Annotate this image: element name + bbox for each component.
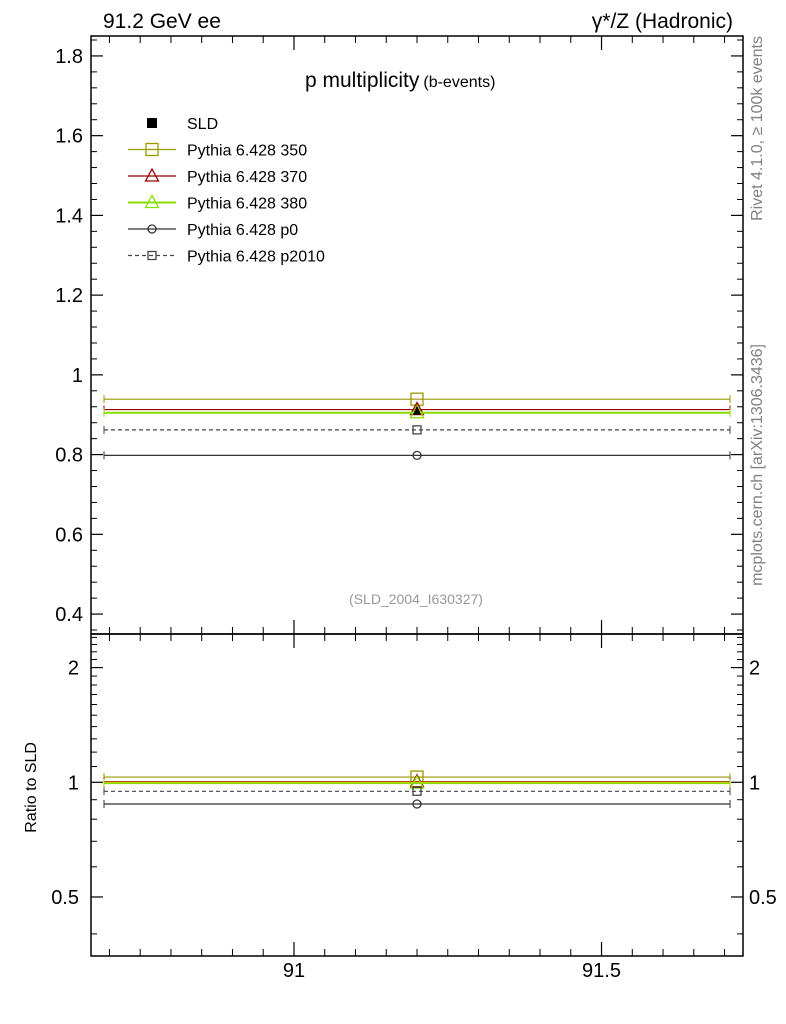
ratio-point-pythia-6-428-p2010 [412,786,422,796]
legend-marker-pythia-6-428-370 [144,167,160,182]
axis-ticks [91,36,743,956]
main-series [103,392,731,461]
legend-marker-pythia-6-428-350 [145,142,159,157]
rivet-label: Rivet 4.1.0, ≥ 100k events [749,36,766,221]
watermark: (SLD_2004_I630327) [349,591,483,607]
y-tick-labels: 0.4 0.6 0.8 1 1.2 1.4 1.6 1.8 [55,46,83,626]
legend-label-pythia-6-428-380: Pythia 6.428 380 [187,196,307,213]
legend-marker-pythia-6-428-p0 [147,224,157,234]
mcplots-label: mcplots.cern.ch [arXiv:1306.3436] [749,344,766,586]
ratio-tick-label-right: 2 [749,658,760,680]
y-tick-label: 1 [72,365,83,387]
legend-marker-pythia-6-428-380 [144,194,160,209]
y-tick-label: 1.4 [55,205,83,227]
ratio-tick-label-right: 0.5 [749,887,777,909]
ratio-series [103,770,731,809]
ratio-tick-label-left: 2 [68,658,79,680]
y-tick-label: 0.6 [55,524,83,546]
legend-label-pythia-6-428-p0: Pythia 6.428 p0 [187,222,298,239]
ratio-tick-label-right: 1 [749,772,760,794]
header-right: γ*/Z (Hadronic) [592,10,733,33]
series-point-pythia-6-428-p0 [412,450,422,461]
ratio-tick-label-left: 0.5 [51,887,79,909]
ratio-point-pythia-6-428-p0 [412,799,422,809]
ratio-tick-label-left: 1 [68,772,79,794]
plot-title-suffix: (b-events) [423,74,495,91]
y-tick-label: 1.6 [55,126,83,148]
legend-label-pythia-6-428-350: Pythia 6.428 350 [187,143,307,160]
legend-label-pythia-6-428-370: Pythia 6.428 370 [187,169,307,186]
y-tick-label: 1.2 [55,285,83,307]
legend-marker-pythia-6-428-p2010 [147,250,157,261]
y-tick-label: 1.8 [55,46,83,68]
y-tick-label: 0.4 [55,604,83,626]
header-left: 91.2 GeV ee [103,10,221,33]
series-point-sld [413,405,421,415]
x-tick-label: 91 [283,960,305,982]
x-tick-label: 91.5 [582,960,621,982]
plot-title-main: p multiplicity [305,69,420,92]
legend-label-sld: SLD [187,116,218,133]
legend-label-pythia-6-428-p2010: Pythia 6.428 p2010 [187,249,325,266]
series-point-pythia-6-428-p2010 [412,425,422,435]
ratio-tick-labels: 0.5 0.5 1 1 2 2 [51,658,777,909]
x-tick-labels: 91 91.5 [283,960,621,982]
y-tick-label: 0.8 [55,445,83,467]
plot-title: p multiplicity (b-events) [305,69,495,92]
series-point-pythia-6-428-380 [409,404,425,419]
legend-marker-sld [147,118,157,128]
legend: SLD Pythia 6.428 350 Pythia 6.428 370 Pythi… [128,116,325,266]
ratio-y-label: Ratio to SLD [23,742,40,833]
